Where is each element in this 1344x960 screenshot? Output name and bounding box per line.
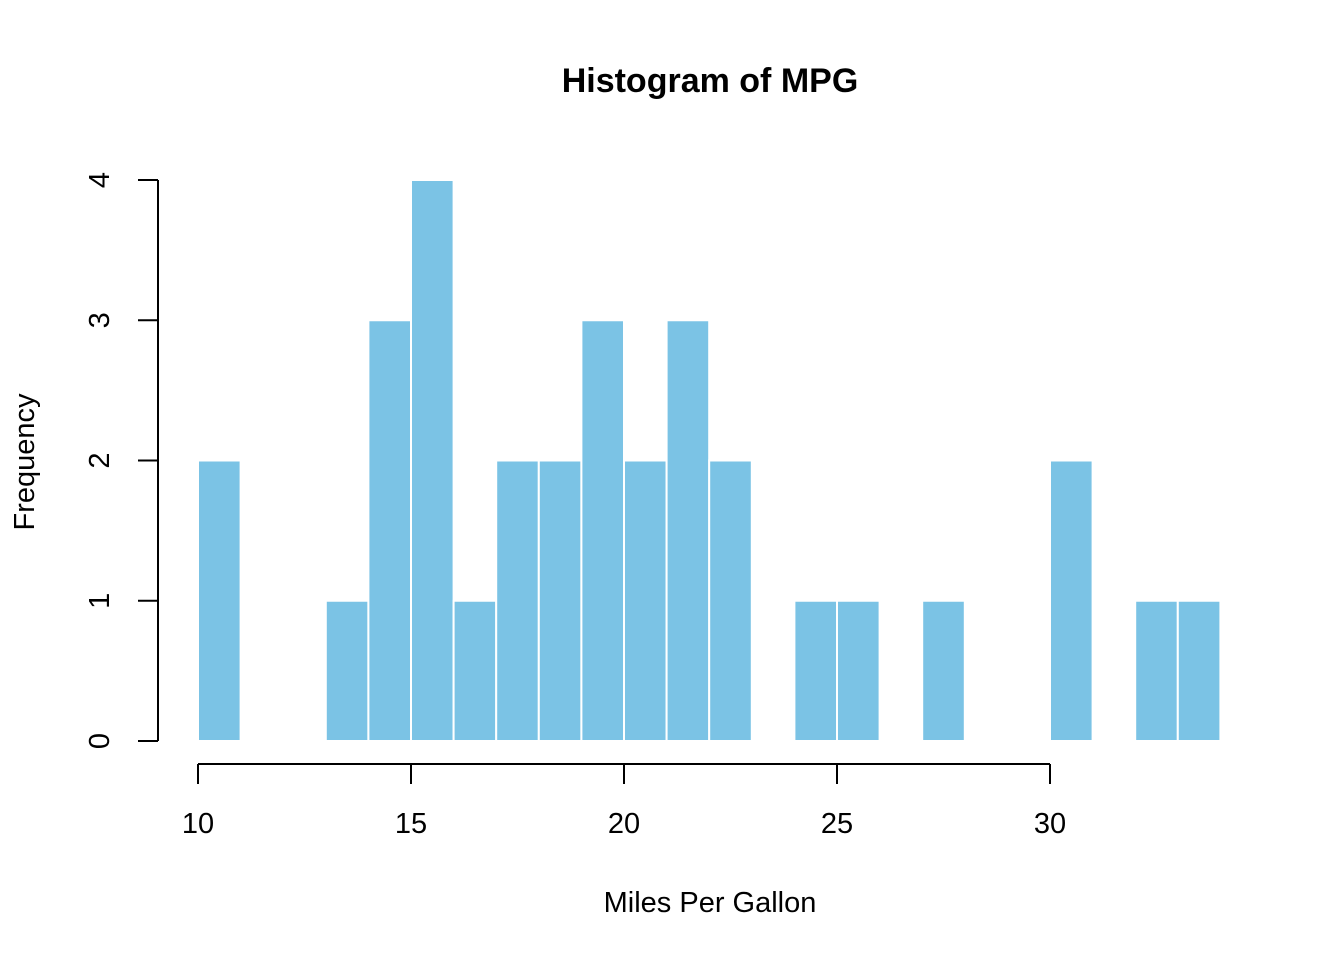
- x-tick-label: 25: [821, 808, 853, 840]
- y-axis: 0 1 2 3 4: [84, 172, 159, 749]
- histogram-bar: [367, 319, 412, 742]
- histogram-bar: [324, 599, 370, 742]
- histogram-bar: [580, 319, 626, 742]
- histogram-bar: [537, 459, 583, 742]
- histogram-bar: [1134, 599, 1179, 742]
- histogram-bar: [921, 599, 966, 742]
- histogram-bar: [495, 459, 540, 742]
- histogram-bar: [410, 179, 455, 742]
- histogram-bar: [793, 599, 839, 742]
- bars-group: [197, 179, 1222, 742]
- histogram-bar: [452, 599, 498, 742]
- y-tick-label: 3: [84, 312, 116, 328]
- y-tick-label: 1: [84, 593, 116, 609]
- x-tick-label: 20: [608, 808, 640, 840]
- histogram-bar: [197, 459, 242, 742]
- x-axis: 10 15 20 25 30: [182, 763, 1066, 840]
- x-tick-label: 15: [395, 808, 427, 840]
- y-tick-label: 0: [84, 733, 116, 749]
- histogram-bar: [708, 459, 753, 742]
- y-axis-label: Frequency: [9, 393, 41, 531]
- histogram-bar: [1176, 599, 1222, 742]
- x-tick-label: 30: [1034, 808, 1066, 840]
- x-tick-label: 10: [182, 808, 214, 840]
- histogram-bar: [1049, 459, 1094, 742]
- y-tick-label: 4: [84, 172, 116, 188]
- x-axis-label: Miles Per Gallon: [604, 887, 817, 919]
- histogram-bar: [623, 459, 668, 742]
- histogram-bar: [665, 319, 711, 742]
- chart-title: Histogram of MPG: [562, 62, 859, 100]
- histogram-bar: [836, 599, 881, 742]
- y-tick-label: 2: [84, 452, 116, 468]
